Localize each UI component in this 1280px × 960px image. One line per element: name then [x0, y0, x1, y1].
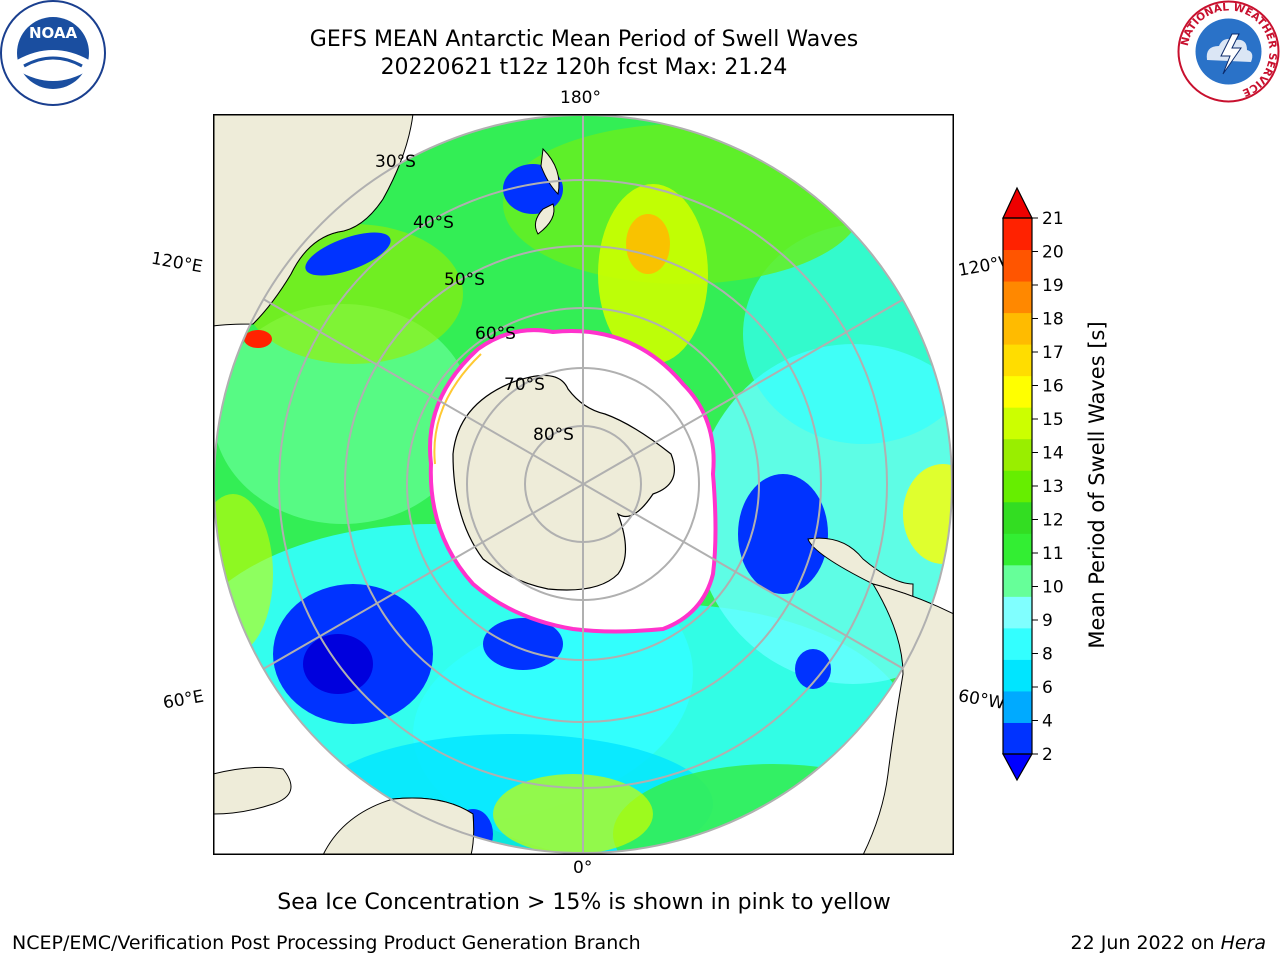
colorbar-tick-label: 15 [1042, 410, 1064, 430]
colorbar-segment [1003, 564, 1032, 597]
footer-credit: NCEP/EMC/Verification Post Processing Pr… [12, 932, 641, 954]
footer-date: 22 Jun 2022 on Hera [1071, 932, 1267, 954]
colorbar-segment [1003, 627, 1032, 660]
colorbar-tick-label: 13 [1042, 477, 1064, 497]
colorbar-tick-label: 10 [1042, 578, 1064, 598]
lon-label-0: 0° [573, 858, 593, 878]
colorbar-segment [1003, 596, 1032, 629]
colorbar-tick-label: 2 [1042, 745, 1053, 765]
colorbar-tick-label: 9 [1042, 611, 1053, 631]
colorbar-segment [1003, 249, 1032, 282]
colorbar-tick-label: 8 [1042, 645, 1053, 665]
colorbar-segment [1003, 659, 1032, 692]
lat-label-40s: 40°S [413, 213, 454, 233]
noaa-logo-text: NOAA [29, 24, 78, 42]
colorbar-tick-label: 11 [1042, 544, 1064, 564]
polar-map [213, 114, 954, 855]
colorbar: 21 20 19 18 17 16 15 14 13 12 11 10 9 8 6 4 2 [1001, 186, 1064, 782]
colorbar-tick-label: 12 [1042, 511, 1064, 531]
colorbar-tick-label: 19 [1042, 276, 1064, 296]
chart-title: GEFS MEAN Antarctic Mean Period of Swell… [309, 27, 859, 52]
colorbar-tick-label: 20 [1042, 243, 1064, 263]
lat-label-30s: 30°S [375, 152, 416, 172]
colorbar-segment [1003, 690, 1032, 723]
colorbar-tick-label: 14 [1042, 444, 1064, 464]
colorbar-segment [1003, 407, 1032, 440]
lon-label-60e: 60°E [161, 686, 206, 714]
chart-subtitle: 20220621 t12z 120h fcst Max: 21.24 [380, 55, 788, 80]
footer-date-text: 22 Jun 2022 on [1070, 932, 1215, 954]
lon-label-180: 180° [560, 88, 601, 108]
colorbar-segment [1003, 438, 1032, 471]
lat-label-70s: 70°S [504, 375, 545, 395]
colorbar-tick-label: 4 [1042, 712, 1053, 732]
colorbar-segment [1003, 470, 1032, 503]
colorbar-tick-label: 16 [1042, 377, 1064, 397]
colorbar-title: Mean Period of Swell Waves [s] [1085, 321, 1109, 649]
colorbar-segment [1003, 501, 1032, 534]
meridian-60e-120w [214, 269, 952, 699]
colorbar-tick-label: 21 [1042, 209, 1064, 229]
footer-host: Hera [1220, 932, 1266, 954]
sea-ice-note: Sea Ice Concentration > 15% is shown in … [277, 890, 891, 915]
colorbar-segment [1003, 312, 1032, 345]
map-frame-border [213, 114, 954, 855]
colorbar-segment [1003, 375, 1032, 408]
lat-label-60s: 60°S [475, 324, 516, 344]
graticule [214, 115, 952, 853]
colorbar-extend-max [1002, 186, 1033, 219]
lat-label-80s: 80°S [533, 425, 574, 445]
colorbar-segment [1003, 218, 1032, 251]
nws-logo-icon: NATIONAL WEATHER SERVICE [1177, 0, 1280, 103]
colorbar-segment [1003, 533, 1032, 566]
noaa-logo-icon: NOAA [0, 0, 106, 106]
lat-label-50s: 50°S [444, 270, 485, 290]
colorbar-segment [1003, 281, 1032, 314]
new-zealand-landmass [534, 147, 560, 235]
colorbar-segment [1003, 722, 1032, 755]
colorbar-segment [1003, 344, 1032, 377]
colorbar-tick-label: 6 [1042, 678, 1053, 698]
colorbar-extend-min [1001, 753, 1034, 782]
colorbar-tick-label: 18 [1042, 310, 1064, 330]
colorbar-tick-label: 17 [1042, 343, 1064, 363]
lon-label-120e: 120°E [149, 248, 205, 278]
